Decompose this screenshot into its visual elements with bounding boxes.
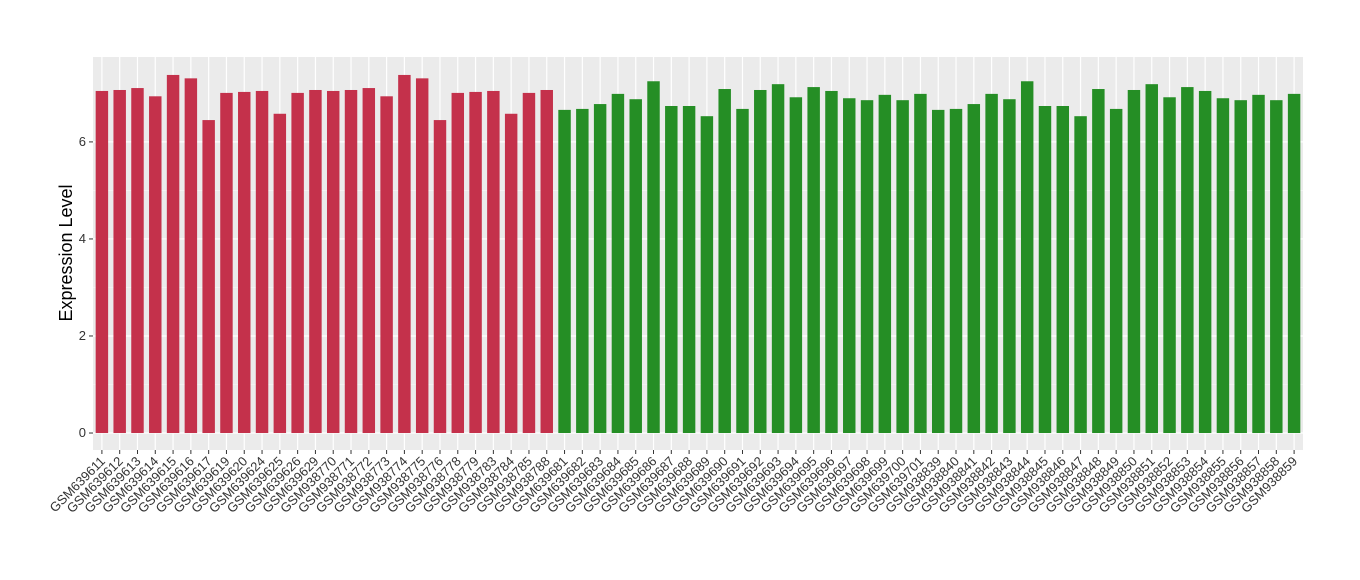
bar	[949, 108, 963, 434]
bar	[825, 90, 838, 434]
bar	[1181, 87, 1194, 434]
bar	[914, 93, 927, 434]
bar	[184, 78, 198, 434]
bar	[202, 120, 215, 434]
bar	[1252, 94, 1265, 434]
bar	[771, 84, 785, 434]
bar	[1003, 99, 1016, 434]
bar	[754, 89, 767, 434]
y-tick-label: 6	[79, 134, 86, 149]
bar	[807, 87, 820, 434]
bar	[682, 106, 696, 434]
bar	[665, 106, 678, 434]
bar	[843, 98, 856, 434]
bar	[273, 113, 287, 434]
bar	[736, 108, 749, 434]
bar	[113, 89, 126, 434]
bar	[149, 96, 162, 434]
y-axis-title: Expression Level	[56, 184, 76, 321]
y-tick-label: 2	[79, 328, 86, 343]
bar	[593, 104, 607, 434]
bar	[611, 93, 625, 434]
bar	[1287, 93, 1301, 434]
bar	[344, 89, 358, 434]
bar	[1198, 90, 1212, 434]
bar	[1216, 98, 1230, 434]
bar	[522, 92, 536, 434]
bar	[131, 88, 144, 434]
bar	[1056, 106, 1070, 434]
bar	[487, 90, 500, 434]
bar	[380, 96, 393, 434]
bar	[451, 92, 465, 434]
bar	[1109, 108, 1123, 434]
bar	[878, 94, 892, 434]
bar	[576, 108, 589, 434]
bar	[309, 89, 322, 434]
bar	[540, 89, 553, 434]
bar	[398, 74, 411, 434]
bar	[238, 91, 251, 434]
bar	[985, 93, 998, 434]
bar	[362, 88, 376, 434]
bar	[647, 81, 660, 434]
bar	[1163, 97, 1176, 434]
bar	[95, 90, 109, 434]
bar	[255, 90, 269, 434]
bar	[967, 104, 981, 434]
bar	[220, 92, 233, 434]
bar	[1234, 100, 1247, 434]
bar	[1127, 89, 1141, 434]
bar	[166, 74, 180, 434]
bar	[1145, 84, 1158, 434]
bar	[1038, 106, 1052, 434]
bar	[558, 109, 571, 434]
bar	[415, 78, 429, 434]
bar	[789, 97, 803, 434]
bar	[718, 89, 731, 434]
bar	[433, 120, 447, 434]
bar	[1074, 116, 1087, 434]
bar	[291, 92, 304, 434]
y-tick-label: 0	[79, 425, 86, 440]
bar	[326, 90, 340, 434]
bar	[860, 100, 874, 434]
bar	[1270, 100, 1283, 434]
bar	[504, 113, 518, 434]
bar	[1092, 89, 1105, 434]
bar	[469, 91, 482, 434]
bar	[629, 99, 642, 434]
bar	[700, 116, 714, 434]
bar	[1020, 81, 1034, 434]
bar	[931, 109, 945, 434]
bar	[896, 100, 909, 434]
y-tick-label: 4	[79, 231, 86, 246]
